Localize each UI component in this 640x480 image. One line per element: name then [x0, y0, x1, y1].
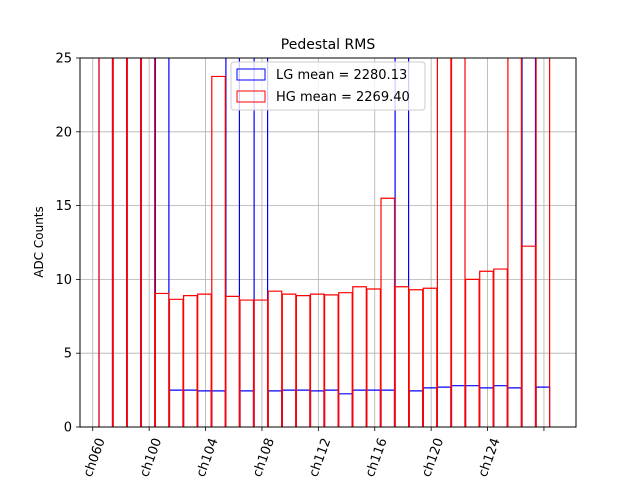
- hg-bar: [140, 58, 156, 427]
- x-tick-label: ch108: [250, 436, 278, 479]
- hg-bar: [535, 58, 551, 427]
- hg-bar: [211, 75, 226, 427]
- hg-bar: [450, 58, 466, 427]
- x-tick-label: ch124: [476, 436, 504, 479]
- hg-bar: [507, 58, 522, 427]
- y-tick-label: 15: [55, 199, 72, 214]
- x-tick-label: ch060: [81, 436, 109, 479]
- y-tick-label: 5: [64, 347, 72, 362]
- bars: [98, 58, 551, 427]
- chart-title: Pedestal RMS: [281, 37, 376, 53]
- y-tick-label: 10: [55, 273, 72, 288]
- y-tick-label: 0: [64, 421, 72, 436]
- lg-bar: [253, 58, 269, 427]
- plot-frame: [79, 57, 577, 428]
- legend-label-lg: LG mean = 2280.13: [276, 68, 407, 83]
- x-tick-label: ch104: [194, 436, 222, 479]
- legend-swatch-lg: [236, 68, 266, 81]
- y-axis: 0 5 10 15 20 25: [55, 52, 80, 436]
- x-axis: ch060 ch100 ch104 ch108 ch112 ch116 ch120 ch124: [81, 427, 545, 479]
- legend-swatch-hg: [236, 90, 266, 103]
- x-tick-label: ch100: [137, 436, 165, 479]
- legend-label-hg: HG mean = 2269.40: [276, 90, 410, 105]
- legend-box: [230, 61, 426, 111]
- grid-lines: [80, 57, 576, 428]
- x-tick-label: ch116: [363, 436, 391, 479]
- x-tick-label: ch112: [307, 436, 335, 479]
- legend: LG mean = 2280.13 HG mean = 2269.40: [230, 61, 426, 111]
- y-tick-label: 25: [55, 52, 72, 67]
- x-tick-label: ch120: [419, 436, 447, 479]
- y-axis-label: ADC Counts: [32, 206, 46, 278]
- y-tick-label: 20: [55, 125, 72, 140]
